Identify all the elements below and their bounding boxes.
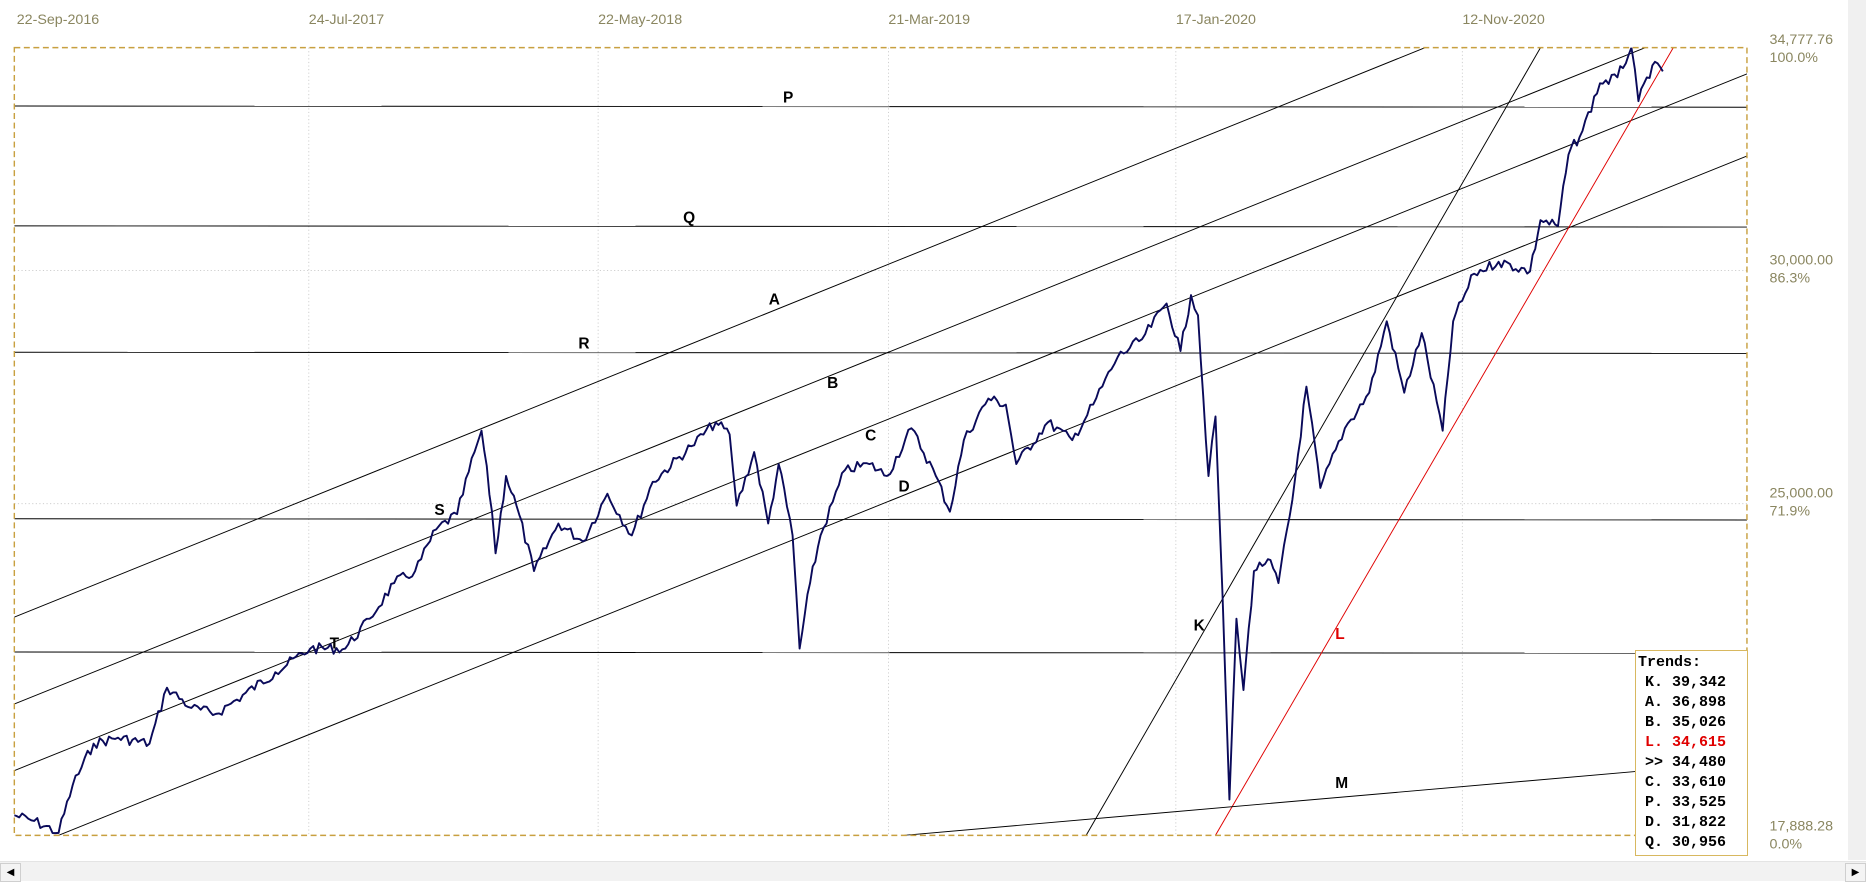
x-tick-label: 21-Mar-2019: [888, 12, 970, 28]
trend-row: B. 35,026: [1645, 714, 1727, 731]
trend-line-B: [14, 47, 1647, 705]
horizontal-scrollbar[interactable]: ◀ ▶: [0, 861, 1866, 882]
trend-line-A: [14, 47, 1427, 618]
y-tick-percent: 0.0%: [1770, 836, 1803, 852]
arrow-left-icon[interactable]: ◀: [0, 863, 21, 882]
gridlines: [14, 47, 1747, 836]
axis-labels: 22-Sep-2016 24-Jul-2017 22-May-2018 21-Mar-…: [17, 12, 1833, 853]
y-tick-percent: 71.9%: [1770, 504, 1811, 520]
vertical-scrollbar[interactable]: [1848, 0, 1866, 860]
trend-row: P. 33,525: [1645, 794, 1727, 811]
y-tick-percent: 86.3%: [1770, 270, 1811, 286]
horizontal-line-P: [14, 105, 1747, 108]
price-line: [14, 47, 1664, 835]
trends-title: Trends:: [1638, 654, 1702, 671]
trend-line-C: [14, 73, 1747, 772]
y-tick-label: 17,888.28: [1770, 819, 1834, 835]
line-label-L: L: [1335, 626, 1344, 643]
y-tick-label: 30,000.00: [1770, 252, 1834, 268]
y-tick-label: 25,000.00: [1770, 486, 1834, 502]
price-series: [14, 47, 1664, 835]
horizontal-line-R: [14, 351, 1747, 354]
trend-line-K: [1085, 47, 1542, 836]
line-label-P: P: [783, 89, 793, 106]
line-label-S: S: [434, 502, 444, 519]
line-labels: P Q R S T A B C D K L M: [330, 89, 1348, 791]
trends-box: Trends: K. 39,342 A. 36,898 B. 35,026 L. 34…: [1635, 650, 1748, 856]
line-label-K: K: [1194, 618, 1206, 635]
horizontal-line-S: [14, 518, 1747, 521]
line-label-R: R: [578, 336, 589, 353]
line-label-D: D: [898, 478, 909, 495]
line-label-M: M: [1335, 775, 1348, 792]
trend-row: D. 31,822: [1645, 814, 1727, 831]
trend-line-D: [58, 155, 1747, 836]
line-label-B: B: [827, 375, 838, 392]
x-tick-label: 22-May-2018: [598, 12, 682, 28]
line-label-Q: Q: [683, 209, 695, 226]
arrow-right-icon[interactable]: ▶: [1845, 863, 1866, 882]
y-tick-label: 34,777.76: [1770, 32, 1834, 48]
trend-row: A. 36,898: [1645, 694, 1727, 711]
horizontal-line-T: [14, 651, 1747, 654]
line-label-T: T: [330, 635, 340, 652]
trend-row: >> 34,480: [1645, 754, 1727, 771]
line-label-A: A: [769, 292, 780, 309]
x-tick-label: 12-Nov-2020: [1462, 12, 1545, 28]
y-tick-percent: 100.0%: [1770, 50, 1819, 66]
x-tick-label: 22-Sep-2016: [17, 12, 100, 28]
trend-row: C. 33,610: [1645, 774, 1727, 791]
trend-row: Q. 30,956: [1645, 834, 1727, 851]
trend-row: L. 34,615: [1645, 734, 1727, 751]
x-tick-label: 24-Jul-2017: [309, 12, 384, 28]
trend-line-L: [1215, 47, 1674, 836]
trend-row: K. 39,342: [1645, 674, 1727, 691]
x-tick-label: 17-Jan-2020: [1176, 12, 1256, 28]
horizontal-line-Q: [14, 225, 1747, 228]
trend-lines: [14, 47, 1747, 836]
line-label-C: C: [865, 427, 876, 444]
plot-frame: [13, 46, 1748, 837]
